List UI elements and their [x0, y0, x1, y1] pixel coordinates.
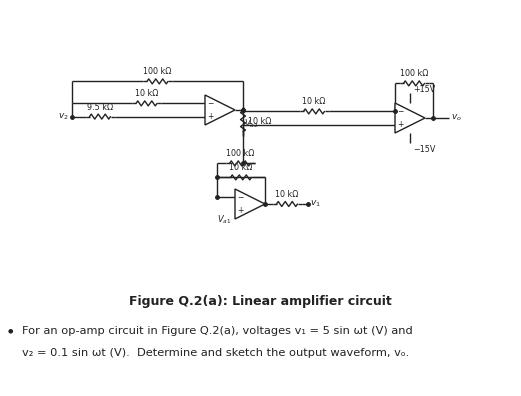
- Text: −: −: [397, 107, 403, 116]
- Text: 100 kΩ: 100 kΩ: [143, 67, 172, 76]
- Text: v₂ = 0.1 sin ωt (V).  Determine and sketch the output waveform, vₒ.: v₂ = 0.1 sin ωt (V). Determine and sketc…: [22, 348, 410, 358]
- Text: 10 kΩ: 10 kΩ: [275, 190, 299, 199]
- Polygon shape: [395, 103, 425, 133]
- Text: 10 kΩ: 10 kΩ: [135, 89, 158, 98]
- Text: +15V: +15V: [413, 86, 435, 95]
- Polygon shape: [205, 95, 235, 125]
- Text: 10 kΩ: 10 kΩ: [248, 117, 271, 126]
- Text: $v_2$: $v_2$: [58, 111, 69, 122]
- Text: −15V: −15V: [413, 145, 436, 154]
- Polygon shape: [235, 189, 265, 219]
- Text: +: +: [237, 206, 243, 215]
- Text: 10 kΩ: 10 kΩ: [229, 164, 253, 172]
- Text: −: −: [207, 99, 213, 108]
- Text: 9.5 kΩ: 9.5 kΩ: [87, 103, 113, 112]
- Text: −: −: [237, 193, 243, 202]
- Text: $V_{a1}$: $V_{a1}$: [217, 213, 231, 226]
- Text: $v_1$: $v_1$: [309, 199, 320, 209]
- Text: +: +: [397, 120, 403, 129]
- Text: 100 kΩ: 100 kΩ: [226, 149, 254, 158]
- Text: 10 kΩ: 10 kΩ: [302, 97, 326, 107]
- Text: +: +: [207, 112, 213, 121]
- Text: Figure Q.2(a): Linear amplifier circuit: Figure Q.2(a): Linear amplifier circuit: [129, 295, 391, 308]
- Text: $V_{a2}$: $V_{a2}$: [244, 118, 258, 131]
- Text: For an op-amp circuit in Figure Q.2(a), voltages v₁ = 5 sin ωt (V) and: For an op-amp circuit in Figure Q.2(a), …: [22, 326, 413, 336]
- Text: 100 kΩ: 100 kΩ: [400, 69, 428, 78]
- Text: ●: ●: [7, 329, 13, 333]
- Text: $v_o$: $v_o$: [451, 113, 462, 123]
